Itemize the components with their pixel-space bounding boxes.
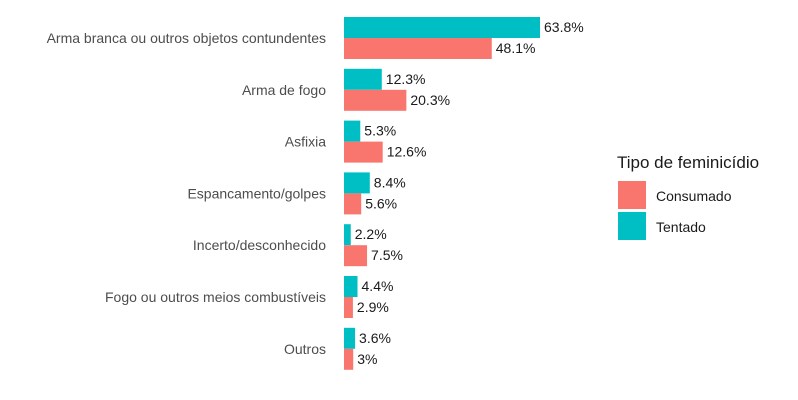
category-label-fogo-ou-outros-meios-combustiveis: Fogo ou outros meios combustíveis — [105, 289, 326, 305]
bar-tentado-arma-de-fogo — [344, 68, 382, 90]
category-label-asfixia: Asfixia — [285, 134, 326, 150]
bar-consumado-fogo-ou-outros-meios-combustiveis — [344, 297, 353, 318]
bar-tentado-outros — [344, 327, 356, 349]
category-label-arma-de-fogo: Arma de fogo — [242, 82, 326, 98]
bar-consumado-arma-branca-ou-outros-objetos-contundentes — [344, 38, 492, 59]
legend-label-tentado: Tentado — [656, 219, 706, 235]
value-label-consumado-espancamento-golpes: 5.6% — [365, 195, 397, 211]
bar-consumado-arma-de-fogo — [344, 89, 407, 111]
category-label-outros: Outros — [284, 341, 326, 357]
bar-consumado-espancamento-golpes — [344, 193, 362, 215]
value-label-consumado-arma-de-fogo: 20.3% — [410, 92, 450, 108]
value-label-consumado-arma-branca-ou-outros-objetos-contundentes: 48.1% — [496, 40, 536, 56]
legend: Tipo de feminicídio Consumado Tentado — [617, 153, 759, 240]
legend-swatch-tentado — [618, 212, 646, 240]
bar-tentado-fogo-ou-outros-meios-combustiveis — [344, 276, 358, 297]
bar-tentado-arma-branca-ou-outros-objetos-contundentes — [344, 17, 540, 38]
value-label-tentado-outros: 3.6% — [359, 330, 391, 346]
legend-title: Tipo de feminicídio — [617, 153, 759, 172]
value-label-consumado-outros: 3% — [357, 351, 377, 367]
value-label-tentado-asfixia: 5.3% — [364, 123, 396, 139]
bar-tentado-asfixia — [344, 120, 361, 142]
value-label-tentado-fogo-ou-outros-meios-combustiveis: 4.4% — [362, 278, 394, 294]
legend-label-consumado: Consumado — [656, 188, 732, 204]
bar-tentado-espancamento-golpes — [344, 172, 370, 194]
legend-swatch-consumado — [618, 181, 646, 209]
labels-layer: Arma branca ou outros objetos contundent… — [47, 19, 584, 367]
value-label-consumado-fogo-ou-outros-meios-combustiveis: 2.9% — [357, 299, 389, 315]
value-label-tentado-arma-branca-ou-outros-objetos-contundentes: 63.8% — [544, 19, 584, 35]
value-label-tentado-incerto-desconhecido: 2.2% — [355, 226, 387, 242]
value-label-consumado-asfixia: 12.6% — [387, 144, 427, 160]
value-label-consumado-incerto-desconhecido: 7.5% — [371, 247, 403, 263]
bar-consumado-incerto-desconhecido — [344, 245, 368, 267]
value-label-tentado-espancamento-golpes: 8.4% — [374, 174, 406, 190]
bars-layer — [344, 17, 540, 370]
bar-consumado-outros — [344, 348, 354, 370]
category-label-incerto-desconhecido: Incerto/desconhecido — [193, 237, 326, 253]
value-label-tentado-arma-de-fogo: 12.3% — [386, 71, 426, 87]
bar-tentado-incerto-desconhecido — [344, 224, 351, 246]
bar-consumado-asfixia — [344, 141, 383, 163]
category-label-arma-branca-ou-outros-objetos-contundentes: Arma branca ou outros objetos contundent… — [47, 30, 326, 46]
category-label-espancamento-golpes: Espancamento/golpes — [187, 185, 326, 201]
